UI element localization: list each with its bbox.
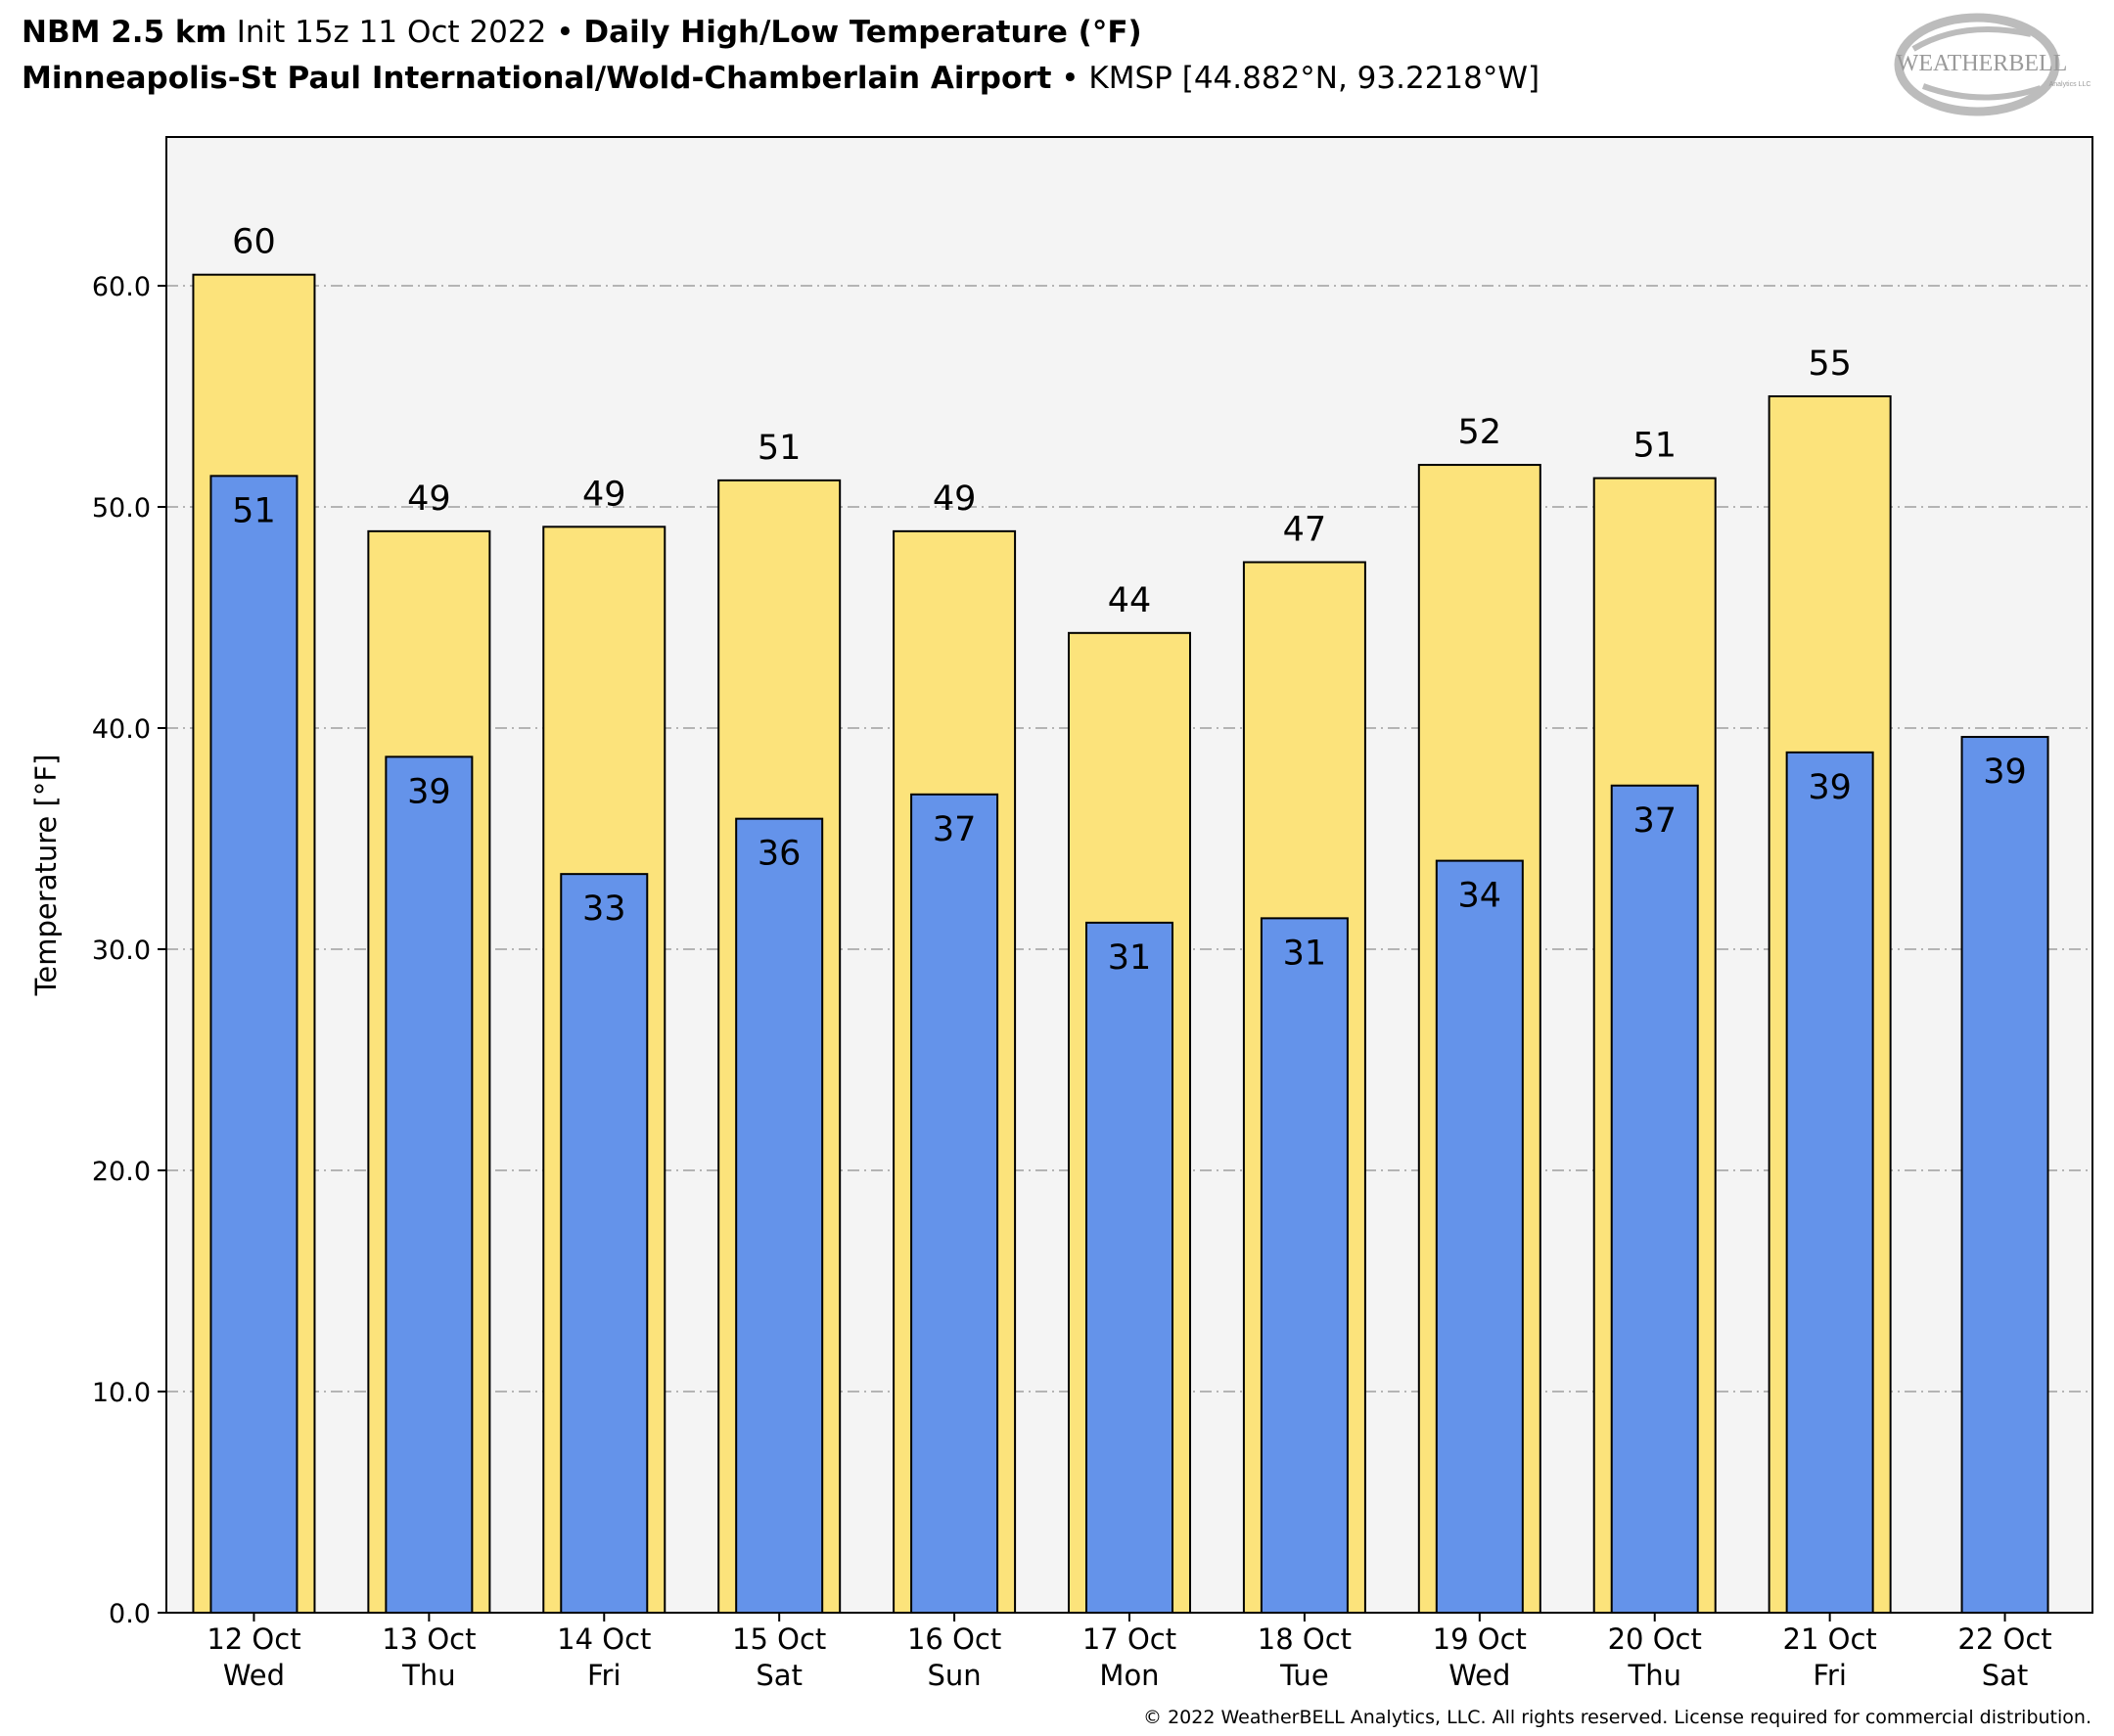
init-time: Init 15z 11 Oct 2022 — [236, 15, 547, 50]
chart-title: NBM 2.5 km Init 15z 11 Oct 2022 • Daily … — [22, 12, 1142, 53]
high-label: 47 — [1283, 511, 1327, 550]
high-label: 51 — [1632, 427, 1677, 466]
low-bar — [1785, 751, 1874, 1614]
high-label: 60 — [232, 223, 276, 262]
low-label: 37 — [1632, 801, 1677, 841]
x-tick-date: 13 Oct — [382, 1622, 476, 1656]
low-bar — [560, 873, 649, 1614]
x-tick-date: 21 Oct — [1783, 1622, 1877, 1656]
high-label: 51 — [758, 429, 802, 468]
bars — [192, 273, 2049, 1615]
y-tick-label: 0.0 — [109, 1599, 151, 1629]
x-tick-day: Sat — [1982, 1659, 2029, 1692]
x-tick-day: Wed — [1448, 1659, 1510, 1692]
low-bar — [385, 755, 474, 1614]
x-tick-day: Tue — [1279, 1659, 1329, 1692]
x-tick-day: Fri — [1813, 1659, 1847, 1692]
low-label: 33 — [582, 890, 626, 929]
subtitle-bullet: • — [1061, 61, 1080, 96]
low-label: 31 — [1108, 938, 1152, 978]
high-label: 55 — [1808, 344, 1852, 384]
high-label: 52 — [1458, 413, 1502, 452]
x-tick-date: 14 Oct — [557, 1622, 651, 1656]
x-tick-date: 18 Oct — [1258, 1622, 1352, 1656]
low-bar — [209, 475, 299, 1614]
low-label: 39 — [1808, 768, 1852, 807]
station-info: KMSP [44.882°N, 93.2218°W] — [1088, 61, 1540, 96]
x-tick-day: Thu — [401, 1659, 455, 1692]
low-label: 51 — [232, 491, 276, 530]
high-label: 49 — [933, 480, 977, 519]
copyright: © 2022 WeatherBELL Analytics, LLC. All r… — [1143, 1707, 2091, 1728]
x-tick-date: 20 Oct — [1608, 1622, 1702, 1656]
low-label: 36 — [758, 835, 802, 874]
x-tick-date: 16 Oct — [907, 1622, 1001, 1656]
x-tick-date: 22 Oct — [1957, 1622, 2051, 1656]
chart-subtitle: Minneapolis-St Paul International/Wold-C… — [22, 58, 1540, 99]
y-tick-label: 40.0 — [92, 714, 151, 745]
x-tick-day: Sat — [756, 1659, 803, 1692]
low-label: 31 — [1283, 934, 1327, 973]
high-label: 44 — [1108, 581, 1152, 620]
x-tick-day: Mon — [1099, 1659, 1159, 1692]
data-labels: 60 51 49 39 49 33 51 36 49 37 44 31 47 31 52 34 51 37 55 39… — [232, 223, 2027, 978]
x-tick-day: Sun — [928, 1659, 982, 1692]
x-tick-day: Wed — [223, 1659, 285, 1692]
y-axis: 0.0 10.0 20.0 30.0 40.0 50.0 60.0 — [92, 272, 166, 1629]
logo-text: WEATHERBELL — [1897, 51, 2068, 76]
x-tick-date: 17 Oct — [1082, 1622, 1176, 1656]
y-tick-label: 10.0 — [92, 1378, 151, 1408]
low-label: 34 — [1458, 877, 1502, 916]
low-label: 39 — [407, 772, 451, 811]
y-tick-label: 50.0 — [92, 493, 151, 524]
product-name: Daily High/Low Temperature (°F) — [583, 15, 1142, 50]
y-tick-label: 30.0 — [92, 936, 151, 966]
low-bar — [1435, 859, 1524, 1614]
x-tick-date: 15 Oct — [732, 1622, 826, 1656]
x-tick-date: 12 Oct — [207, 1622, 300, 1656]
high-label: 49 — [582, 475, 626, 514]
station-name: Minneapolis-St Paul International/Wold-C… — [22, 61, 1052, 96]
model-name: NBM 2.5 km — [22, 15, 227, 50]
high-label: 49 — [407, 480, 451, 519]
x-tick-date: 19 Oct — [1433, 1622, 1527, 1656]
low-bar — [1085, 921, 1173, 1614]
title-bullet: • — [556, 15, 574, 50]
y-tick-label: 60.0 — [92, 272, 151, 302]
low-bar — [735, 817, 824, 1614]
weatherbell-logo: WEATHERBELL Analytics LLC — [1894, 13, 2091, 116]
low-bar — [1260, 917, 1349, 1614]
low-label: 39 — [1983, 753, 2027, 792]
y-tick-label: 20.0 — [92, 1157, 151, 1187]
x-tick-day: Thu — [1627, 1659, 1680, 1692]
low-bar — [910, 793, 999, 1614]
low-label: 37 — [933, 810, 977, 849]
x-tick-day: Fri — [587, 1659, 621, 1692]
logo-subtext: Analytics LLC — [2049, 81, 2091, 88]
low-bar — [1610, 784, 1699, 1614]
y-axis-label: Temperature [°F] — [29, 754, 63, 997]
low-bar — [1960, 736, 2049, 1614]
